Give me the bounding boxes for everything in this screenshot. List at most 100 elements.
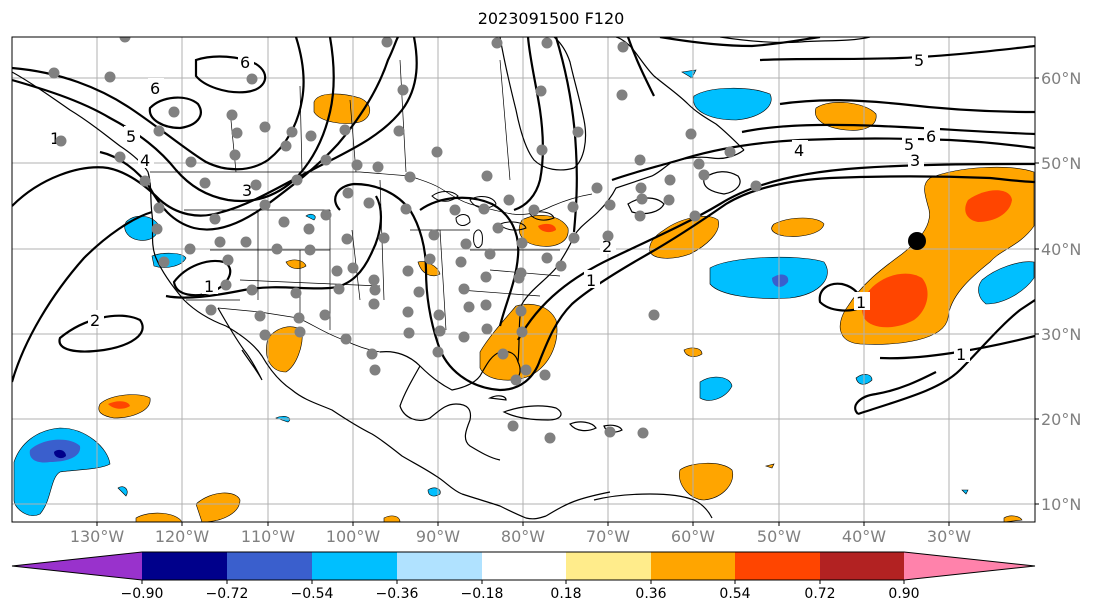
contour-label: 6 [926, 127, 936, 146]
lat-ticks [1035, 77, 1039, 505]
colorbar-segment [227, 552, 312, 580]
station-dot [404, 171, 416, 183]
station-dot [240, 236, 252, 248]
station-dot [491, 37, 503, 49]
colorbar: −0.90 −0.72 −0.54 −0.36 −0.18 0.18 0.36 … [11, 551, 1036, 602]
lat-label: 20°N [1041, 410, 1081, 429]
station-dot [724, 146, 736, 158]
station-dot [478, 203, 490, 215]
station-dot [205, 304, 217, 316]
station-dot [339, 124, 351, 136]
contour-label: 3 [910, 151, 920, 170]
station-dot [369, 284, 381, 296]
station-dot [541, 37, 553, 49]
colorbar-tick-label: −0.54 [291, 586, 334, 602]
station-dot [291, 174, 303, 186]
station-dot [604, 426, 616, 438]
graticule [12, 37, 1035, 522]
station-dot [320, 154, 332, 166]
station-dot [294, 326, 306, 338]
contour-label: 1 [50, 129, 60, 148]
station-dot [503, 194, 515, 206]
station-dot [402, 265, 414, 277]
station-dot [481, 170, 493, 182]
station-dot [510, 374, 522, 386]
station-dot [516, 326, 528, 338]
contour-label: 5 [914, 51, 924, 70]
station-dot [151, 223, 163, 235]
contour-label: 4 [140, 151, 150, 170]
lon-label: 40°W [842, 527, 886, 546]
longitude-labels: 130°W 120°W 110°W 100°W 90°W 80°W 70°W 6… [70, 527, 971, 546]
station-dot [663, 194, 675, 206]
lat-label: 60°N [1041, 69, 1081, 88]
station-dot [400, 203, 412, 215]
lat-label: 40°N [1041, 240, 1081, 259]
station-dot [184, 243, 196, 255]
contour-label: 1 [956, 345, 966, 364]
extreme-negative-anomaly-area [54, 449, 66, 459]
colorbar-tick-label: 0.72 [804, 586, 835, 602]
station-dot [648, 309, 660, 321]
contour-label: 2 [602, 237, 612, 256]
station-dot [55, 135, 67, 147]
station-dot [153, 202, 165, 214]
station-dot [458, 283, 470, 295]
station-dot [250, 179, 262, 191]
station-dot [304, 244, 316, 256]
station-dot [320, 209, 332, 221]
station-dot [634, 154, 646, 166]
station-dot [602, 230, 614, 242]
strong-negative-anomaly-areas [29, 274, 789, 463]
station-dot [378, 232, 390, 244]
station-dot [381, 37, 393, 48]
station-dot [541, 252, 553, 264]
station-dot [617, 41, 629, 53]
station-dot [750, 180, 762, 192]
lat-label: 10°N [1041, 495, 1081, 514]
station-dot [432, 346, 444, 358]
station-dot [104, 71, 116, 83]
contour-label: 6 [240, 53, 250, 72]
contour-label: 1 [204, 277, 214, 296]
station-dot [303, 223, 315, 235]
station-dot [507, 420, 519, 432]
station-dot [229, 149, 241, 161]
station-dot [685, 128, 697, 140]
station-dot [119, 37, 131, 43]
station-dot [664, 174, 676, 186]
lon-label: 90°W [416, 527, 460, 546]
station-dot [271, 243, 283, 255]
station-dot [520, 364, 532, 376]
colorbar-tick-label: 0.54 [719, 586, 750, 602]
colorbar-tick-label: −0.90 [121, 586, 164, 602]
station-dot [347, 262, 359, 274]
station-dot [460, 238, 472, 250]
colorbar-segment [397, 552, 482, 580]
station-dot [139, 175, 151, 187]
station-dot [402, 306, 414, 318]
station-dot [369, 364, 381, 376]
station-dot [214, 236, 226, 248]
colorbar-tick-label: 0.90 [888, 586, 919, 602]
station-dot [259, 199, 271, 211]
colorbar-tick-label: 0.36 [635, 586, 666, 602]
lon-label: 80°W [501, 527, 545, 546]
station-dot [484, 248, 496, 260]
colorbar-segment [12, 552, 142, 580]
lat-label: 30°N [1041, 325, 1081, 344]
station-dot [424, 253, 436, 265]
station-dot [636, 193, 648, 205]
station-dot [368, 298, 380, 310]
observation-stations [48, 37, 762, 444]
colorbar-segment [735, 552, 820, 580]
contour-label: 4 [794, 141, 804, 160]
station-dot [544, 432, 556, 444]
station-dot [254, 310, 266, 322]
station-dot [528, 204, 540, 216]
station-dot [591, 182, 603, 194]
station-dot [231, 127, 243, 139]
station-dot [480, 271, 492, 283]
map-title: 2023091500 F120 [477, 9, 625, 28]
